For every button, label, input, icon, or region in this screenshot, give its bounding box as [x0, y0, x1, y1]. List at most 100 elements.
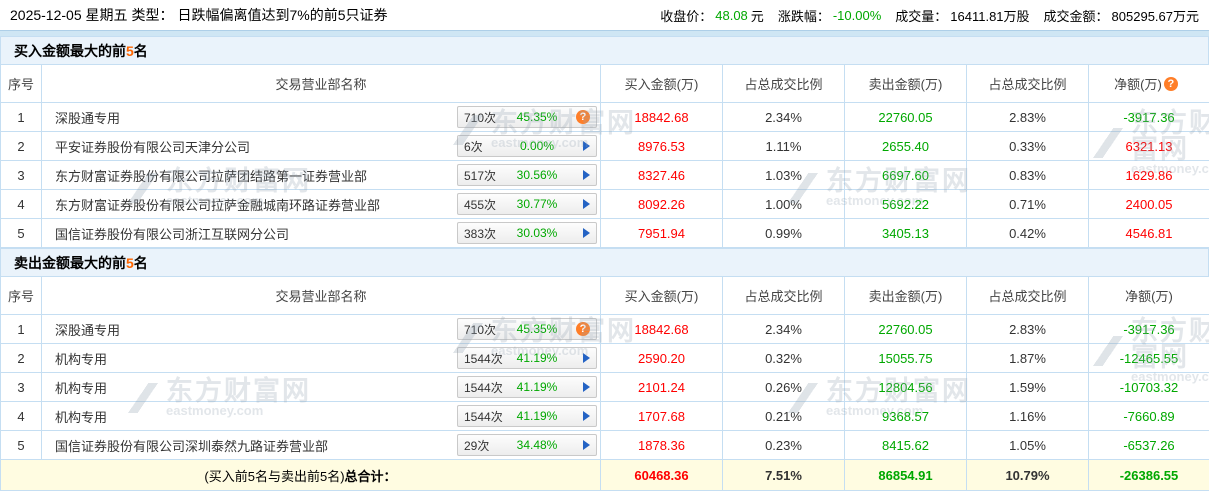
rank-pct: 30.56%	[510, 168, 564, 182]
arrow-icon[interactable]	[583, 440, 590, 450]
net-amount: 2400.05	[1089, 190, 1209, 219]
close-price-value: 48.08	[715, 8, 748, 23]
rank-badge[interactable]: 383次 30.03%	[457, 222, 597, 244]
sell-ratio: 0.33%	[967, 132, 1089, 161]
seq: 5	[1, 431, 42, 460]
sell-ratio: 2.83%	[967, 103, 1089, 132]
buy-ratio: 1.11%	[723, 132, 845, 161]
sell-amount: 15055.75	[845, 344, 967, 373]
col-buy-amount: 买入金额(万)	[601, 65, 723, 103]
arrow-icon[interactable]	[583, 141, 590, 151]
total-sell-ratio: 10.79%	[967, 460, 1089, 491]
net-amount: 1629.86	[1089, 161, 1209, 190]
sell-ratio: 0.83%	[967, 161, 1089, 190]
arrow-icon[interactable]	[583, 382, 590, 392]
buy-amount: 2101.24	[601, 373, 723, 402]
total-sell-amount: 86854.91	[845, 460, 967, 491]
buy-amount: 8976.53	[601, 132, 723, 161]
col-sell-ratio: 占总成交比例	[967, 65, 1089, 103]
sell-ratio: 1.16%	[967, 402, 1089, 431]
buy-amount: 1707.68	[601, 402, 723, 431]
rank-count: 517次	[458, 167, 510, 184]
table-row: 2 机构专用 1544次 41.19% 2590.20 0.32% 15055.…	[1, 344, 1209, 373]
buy-table-header: 序号 交易营业部名称 买入金额(万) 占总成交比例 卖出金额(万) 占总成交比例…	[1, 65, 1209, 103]
branch-name: 深股通专用	[55, 320, 457, 339]
rank-badge[interactable]: 710次 45.35% ?	[457, 106, 597, 128]
col-buy-ratio: 占总成交比例	[723, 277, 845, 315]
branch-name: 国信证券股份有限公司浙江互联网分公司	[55, 224, 457, 243]
col-net-amount: 净额(万)	[1089, 277, 1209, 315]
rank-badge[interactable]: 1544次 41.19%	[457, 405, 597, 427]
rank-count: 455次	[458, 196, 510, 213]
rank-count: 1544次	[458, 350, 510, 367]
rank-badge[interactable]: 29次 34.48%	[457, 434, 597, 456]
buy-ratio: 0.99%	[723, 219, 845, 248]
rank-badge[interactable]: 6次 0.00%	[457, 135, 597, 157]
branch-name: 国信证券股份有限公司深圳泰然九路证券营业部	[55, 436, 457, 455]
sell-ratio: 1.05%	[967, 431, 1089, 460]
help-icon[interactable]: ?	[1164, 77, 1178, 91]
arrow-icon[interactable]	[583, 228, 590, 238]
col-sell-ratio: 占总成交比例	[967, 277, 1089, 315]
col-buy-ratio: 占总成交比例	[723, 65, 845, 103]
rank-pct: 34.48%	[510, 438, 564, 452]
buy-ratio: 1.03%	[723, 161, 845, 190]
col-net-amount: 净额(万)?	[1089, 65, 1209, 103]
buy-ratio: 1.00%	[723, 190, 845, 219]
total-buy-amount: 60468.36	[601, 460, 723, 491]
seq: 2	[1, 132, 42, 161]
arrow-icon[interactable]	[583, 199, 590, 209]
sell-amount: 12804.56	[845, 373, 967, 402]
rank-count: 383次	[458, 225, 510, 242]
table-row: 4 机构专用 1544次 41.19% 1707.68 0.21% 9368.5…	[1, 402, 1209, 431]
buy-amount: 7951.94	[601, 219, 723, 248]
volume-label: 成交量：	[895, 6, 947, 25]
rank-pct: 41.19%	[510, 351, 564, 365]
rank-pct: 30.77%	[510, 197, 564, 211]
sell-amount: 9368.57	[845, 402, 967, 431]
table-row: 3 东方财富证券股份有限公司拉萨团结路第一证券营业部 517次 30.56% 8…	[1, 161, 1209, 190]
total-net-amount: -26386.55	[1089, 460, 1209, 491]
rank-count: 6次	[458, 138, 510, 155]
table-row: 4 东方财富证券股份有限公司拉萨金融城南环路证券营业部 455次 30.77% …	[1, 190, 1209, 219]
rank-pct: 45.35%	[510, 322, 564, 336]
buy-amount: 2590.20	[601, 344, 723, 373]
branch-name: 东方财富证券股份有限公司拉萨团结路第一证券营业部	[55, 166, 457, 185]
sell-amount: 22760.05	[845, 103, 967, 132]
table-row: 5 国信证券股份有限公司深圳泰然九路证券营业部 29次 34.48% 1878.…	[1, 431, 1209, 460]
sell-amount: 8415.62	[845, 431, 967, 460]
col-branch-name: 交易营业部名称	[42, 65, 601, 103]
buy-amount: 18842.68	[601, 315, 723, 344]
branch-name: 东方财富证券股份有限公司拉萨金融城南环路证券营业部	[55, 195, 457, 214]
buy-amount: 8327.46	[601, 161, 723, 190]
arrow-icon[interactable]	[583, 411, 590, 421]
branch-name: 机构专用	[55, 378, 457, 397]
rank-badge[interactable]: 1544次 41.19%	[457, 376, 597, 398]
rank-badge[interactable]: 710次 45.35% ?	[457, 318, 597, 340]
sell-amount: 2655.40	[845, 132, 967, 161]
seq: 1	[1, 103, 42, 132]
rank-pct: 45.35%	[510, 110, 564, 124]
arrow-icon[interactable]	[583, 170, 590, 180]
rank-badge[interactable]: 517次 30.56%	[457, 164, 597, 186]
rank-badge[interactable]: 1544次 41.19%	[457, 347, 597, 369]
table-row: 5 国信证券股份有限公司浙江互联网分公司 383次 30.03% 7951.94…	[1, 219, 1209, 248]
col-branch-name: 交易营业部名称	[42, 277, 601, 315]
branch-name: 机构专用	[55, 349, 457, 368]
rank-badge[interactable]: 455次 30.77%	[457, 193, 597, 215]
buy-ratio: 2.34%	[723, 103, 845, 132]
col-buy-amount: 买入金额(万)	[601, 277, 723, 315]
help-icon[interactable]: ?	[576, 322, 590, 336]
table-row: 1 深股通专用 710次 45.35% ? 18842.68 2.34% 227…	[1, 315, 1209, 344]
net-amount: 6321.13	[1089, 132, 1209, 161]
total-buy-ratio: 7.51%	[723, 460, 845, 491]
buy-ratio: 0.21%	[723, 402, 845, 431]
arrow-icon[interactable]	[583, 353, 590, 363]
col-seq: 序号	[1, 65, 42, 103]
buy-section-title: 买入金额最大的前5名	[0, 36, 1209, 64]
help-icon[interactable]: ?	[576, 110, 590, 124]
turnover-stat: 成交金额： 805295.67万元	[1044, 6, 1199, 25]
rank-pct: 30.03%	[510, 226, 564, 240]
sell-ratio: 1.59%	[967, 373, 1089, 402]
col-sell-amount: 卖出金额(万)	[845, 277, 967, 315]
